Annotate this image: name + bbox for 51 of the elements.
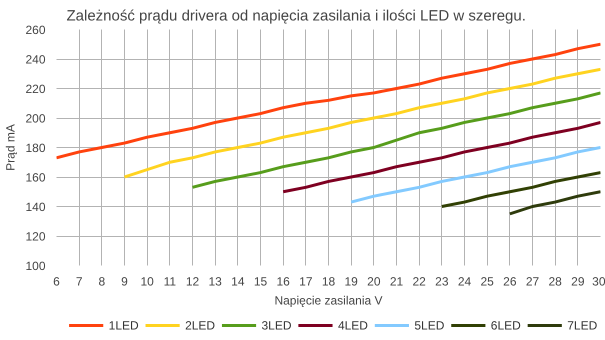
chart-title: Zależność prądu drivera od napięcia zasilania i ilości LED w szeregu. [66,8,526,24]
x-tick-label: 10 [140,274,154,288]
y-tick-label: 200 [25,112,46,126]
line-series [282,120,600,194]
x-tick-label: 22 [412,274,426,288]
y-tick-label: 120 [25,230,46,244]
x-tick-label: 26 [503,274,517,288]
legend-label: 5LED [414,318,445,332]
y-tick-label: 180 [25,141,46,155]
line-series [191,91,600,189]
x-tick-label: 12 [186,274,200,288]
x-axis-title: Napięcie zasilania V [274,294,383,308]
legend-label: 4LED [338,318,368,332]
x-tick-label: 27 [526,274,540,288]
x-tick-label: 18 [322,274,336,288]
x-tick-label: 11 [164,274,176,288]
legend-label: 7LED [567,318,598,332]
y-tick-label: 100 [25,259,46,273]
line-series [440,171,600,208]
x-tick-label: 25 [480,274,494,288]
x-tick-label: 20 [367,274,381,288]
line-series [123,68,600,178]
y-axis-title: Prąd mA [3,124,18,171]
legend-label: 6LED [490,318,522,332]
legend-label: 2LED [185,318,216,332]
y-tick-label: 220 [25,82,46,96]
x-tick-label: 17 [299,274,313,288]
x-tick-label: 28 [548,274,562,288]
legend-label: 1LED [108,318,140,332]
x-tick-label: 19 [344,274,358,288]
y-tick-label: 160 [25,170,46,184]
line-series [350,146,600,204]
x-tick-label: 24 [458,274,472,288]
x-tick-label: 29 [571,274,585,288]
x-tick-label: 23 [435,274,449,288]
x-tick-label: 8 [98,274,106,288]
x-tick-label: 30 [592,274,605,288]
y-tick-label: 140 [25,200,46,214]
x-tick-label: 21 [390,274,404,288]
y-tick-label: 240 [25,52,46,66]
x-tick-label: 9 [121,274,128,288]
y-tick-label: 260 [25,23,46,37]
x-tick-label: 14 [231,274,245,288]
x-tick-label: 15 [254,274,268,288]
legend-label: 3LED [262,318,292,332]
line-series [56,42,600,160]
x-tick-label: 6 [53,274,60,288]
x-tick-label: 7 [76,274,83,288]
line-series [508,190,600,216]
x-tick-label: 16 [276,274,290,288]
x-tick-label: 13 [208,274,222,288]
